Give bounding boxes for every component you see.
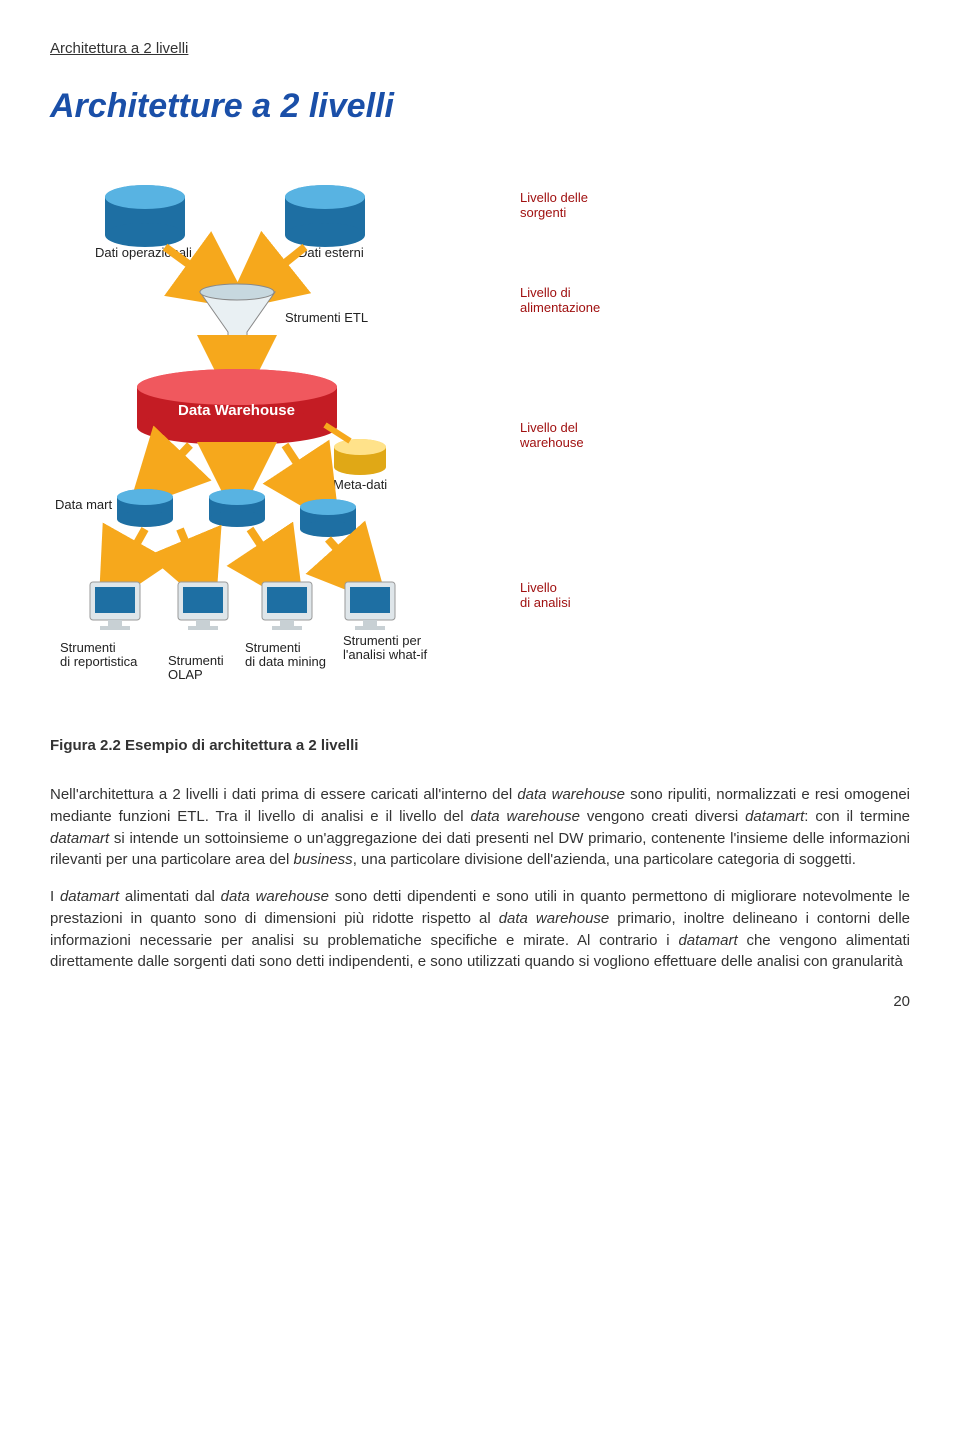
- text: I: [50, 888, 60, 905]
- pc-olap-icon: [178, 582, 228, 630]
- data-mart-label: Data mart: [55, 497, 112, 512]
- text: Nell'architettura a 2 livelli i dati pri…: [50, 786, 517, 803]
- italic-term: data warehouse: [470, 808, 579, 825]
- italic-term: datamart: [50, 830, 109, 847]
- arrow-icon: [118, 529, 145, 577]
- level-analisi-label: Livellodi analisi: [520, 580, 571, 610]
- italic-term: business: [293, 851, 352, 868]
- arrow-icon: [250, 529, 282, 577]
- str-report-label: Strumentidi reportistica: [60, 640, 138, 669]
- italic-term: datamart: [60, 888, 119, 905]
- italic-term: datamart: [678, 932, 737, 949]
- data-mart-cyl-icon: [209, 489, 265, 527]
- meta-dati-cyl-icon: [334, 439, 386, 475]
- arrow-icon: [180, 529, 200, 577]
- pc-whatif-icon: [345, 582, 395, 630]
- dati-esterni-cyl-icon: [285, 185, 365, 247]
- arrow-icon: [165, 247, 220, 287]
- meta-dati-label: Meta-dati: [333, 477, 387, 492]
- arrow-icon: [155, 445, 190, 482]
- dati-esterni-label: Dati esterni: [298, 245, 364, 260]
- data-warehouse-label: Data Warehouse: [178, 402, 295, 419]
- figure-caption: Figura 2.2 Esempio di architettura a 2 l…: [50, 737, 910, 754]
- paragraph-2: I datamart alimentati dal data warehouse…: [50, 886, 910, 973]
- arrow-icon: [328, 539, 362, 577]
- data-mart-cyl-icon: [117, 489, 173, 527]
- str-mining-label: Strumentidi data mining: [245, 640, 326, 669]
- dati-operazionali-cyl-icon: [105, 185, 185, 247]
- diagram-title: Architetture a 2 livelli: [50, 87, 790, 126]
- funnel-etl-icon: [200, 284, 275, 352]
- text: , una particolare divisione dell'azienda…: [353, 851, 856, 868]
- text: alimentati dal: [119, 888, 221, 905]
- arrow-icon: [255, 247, 305, 287]
- data-mart-cyl-icon: [300, 499, 356, 537]
- level-warehouse-label: Livello delwarehouse: [519, 420, 584, 450]
- page-number: 20: [50, 993, 910, 1010]
- arrow-icon: [285, 445, 318, 495]
- text: vengono creati diversi: [580, 808, 745, 825]
- italic-term: datamart: [745, 808, 804, 825]
- section-heading: Architettura a 2 livelli: [50, 40, 910, 57]
- pc-mining-icon: [262, 582, 312, 630]
- text: : con il termine: [804, 808, 910, 825]
- pc-report-icon: [90, 582, 140, 630]
- italic-term: data warehouse: [499, 910, 610, 927]
- level-sorgenti-label: Livello dellesorgenti: [520, 190, 588, 220]
- data-warehouse-cyl-icon: Data Warehouse: [137, 369, 337, 445]
- italic-term: data warehouse: [221, 888, 329, 905]
- architecture-diagram: Architetture a 2 livelli Dati operaziona…: [50, 87, 790, 717]
- str-whatif-label: Strumenti perl'analisi what-if: [343, 633, 428, 662]
- paragraph-1: Nell'architettura a 2 livelli i dati pri…: [50, 784, 910, 871]
- diagram-svg: Dati operazionali Dati esterni Strumenti…: [50, 147, 790, 717]
- italic-term: data warehouse: [517, 786, 625, 803]
- level-alimentazione-label: Livello dialimentazione: [520, 285, 600, 315]
- str-olap-label: StrumentiOLAP: [168, 653, 224, 682]
- strumenti-etl-label: Strumenti ETL: [285, 310, 368, 325]
